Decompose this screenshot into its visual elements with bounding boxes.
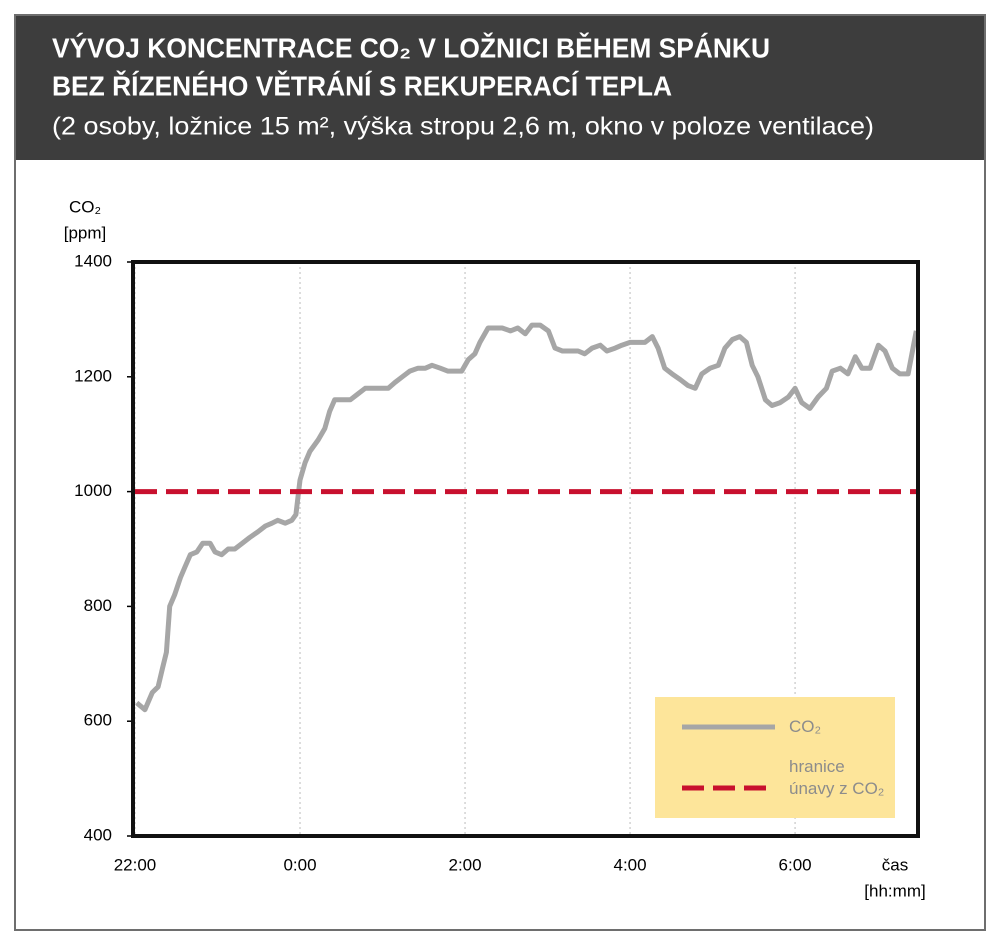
y-tick-label: 600 bbox=[84, 711, 112, 730]
subtitle: (2 osoby, ložnice 15 m², výška stropu 2,… bbox=[52, 113, 874, 141]
legend-swatches bbox=[682, 724, 775, 791]
x-tick-label: 6:00 bbox=[779, 855, 812, 874]
x-axis-label: [hh:mm] bbox=[864, 881, 925, 900]
title-line: VÝVOJ KONCENTRACE CO₂ V LOŽNICI BĚHEM SP… bbox=[52, 32, 770, 63]
y-tick-label: 1000 bbox=[74, 481, 112, 500]
x-tick-label: 0:00 bbox=[283, 855, 316, 874]
y-tick-label: 1200 bbox=[74, 366, 112, 385]
legend-label: hranice únavy z CO₂ bbox=[789, 757, 885, 798]
x-tick-label: 4:00 bbox=[614, 855, 647, 874]
legend: CO₂ hranice únavy z CO₂ bbox=[655, 697, 895, 818]
y-tick-label: 1400 bbox=[74, 251, 112, 270]
y-tick-label: 400 bbox=[84, 825, 112, 844]
legend-label: CO₂ bbox=[789, 717, 822, 736]
title-line: BEZ ŘÍZENÉHO VĚTRÁNÍ S REKUPERACÍ TEPLA bbox=[52, 70, 672, 101]
data-line bbox=[135, 322, 919, 713]
x-axis-label: čas bbox=[882, 855, 908, 874]
x-tick-label: 2:00 bbox=[448, 855, 481, 874]
header bbox=[16, 16, 984, 160]
x-tick-label: 22:00 bbox=[114, 855, 157, 874]
y-axis-label: CO₂ bbox=[69, 197, 101, 216]
y-tick-label: 800 bbox=[84, 596, 112, 615]
y-axis-label: [ppm] bbox=[64, 223, 107, 242]
plot-frame bbox=[131, 260, 920, 838]
